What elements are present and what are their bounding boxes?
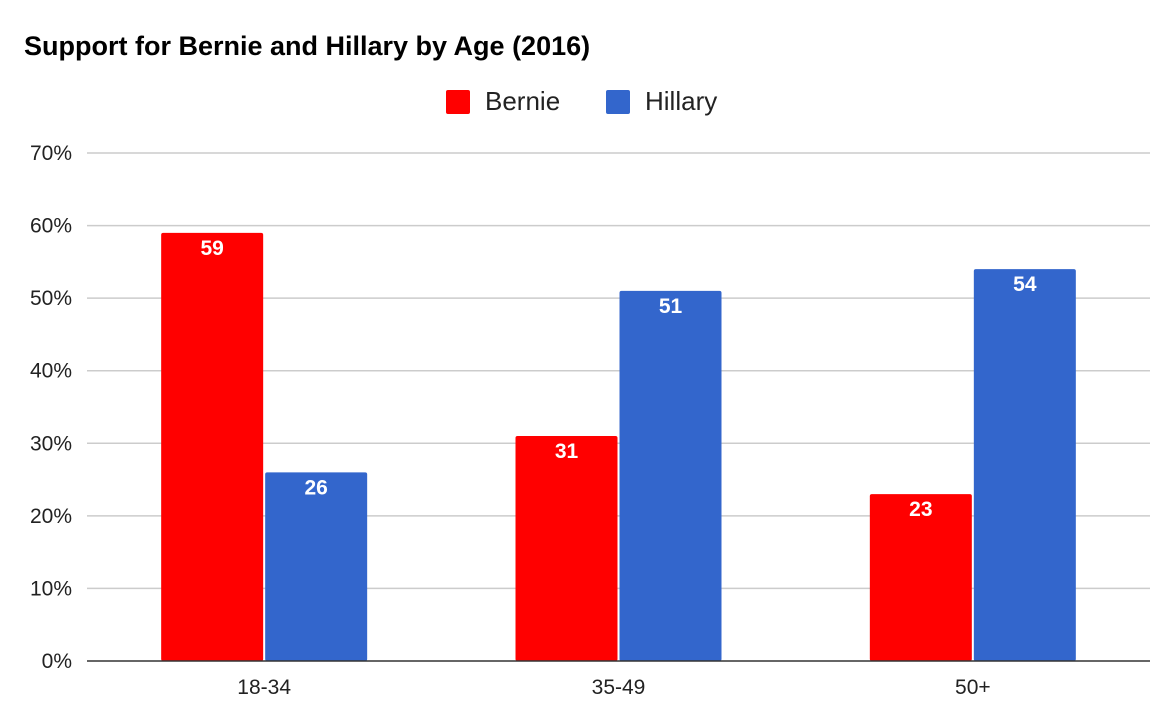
x-tick-label: 18-34 [237,676,291,699]
data-labels: 59 26 31 51 23 54 [200,237,1036,521]
x-tick-label: 35-49 [592,676,646,699]
bar-hillary [265,472,368,661]
bar-hillary [973,269,1076,661]
legend-swatch-bernie [446,90,470,114]
data-label-hillary: 26 [304,476,327,499]
y-tick-label: 30% [30,432,72,455]
data-label-hillary: 54 [1013,273,1037,296]
y-tick-label: 60% [30,215,72,238]
chart-title: Support for Bernie and Hillary by Age (2… [24,31,590,61]
y-tick-label: 50% [30,287,72,310]
bar-hillary [619,290,722,661]
y-axis-ticks: 0% 10% 20% 30% 40% 50% 60% 70% [30,142,72,673]
y-tick-label: 10% [30,577,72,600]
legend-swatch-hillary [606,90,630,114]
legend: Bernie Hillary [446,86,717,116]
bars [161,232,1076,662]
x-tick-label: 50+ [955,676,991,699]
data-label-bernie: 31 [555,440,579,463]
bar-bernie [515,436,618,661]
data-label-bernie: 23 [909,498,932,521]
bar-bernie [869,494,972,661]
data-label-hillary: 51 [659,295,683,318]
legend-label-bernie: Bernie [485,86,560,116]
y-tick-label: 20% [30,505,72,528]
bar-bernie [161,232,264,662]
gridlines [87,152,1150,590]
legend-label-hillary: Hillary [645,86,717,116]
y-tick-label: 0% [42,650,72,673]
data-label-bernie: 59 [200,237,223,260]
y-tick-label: 70% [30,142,72,165]
y-tick-label: 40% [30,360,72,383]
x-axis-ticks: 18-34 35-49 50+ [237,676,990,699]
